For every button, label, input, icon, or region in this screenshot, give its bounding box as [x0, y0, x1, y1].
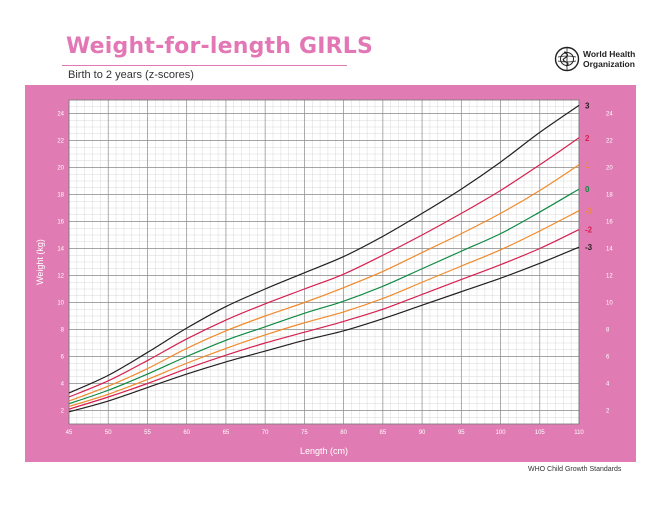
- zscore-label-minus-1: -1: [585, 207, 593, 216]
- zscore-line-minus-2: [68, 229, 580, 410]
- title-rule: [62, 65, 347, 66]
- y-tick-label-right: 2: [606, 409, 610, 415]
- plot-border: [68, 99, 580, 425]
- y-tick-label-right: 6: [606, 355, 610, 361]
- x-tick-label: 85: [380, 430, 387, 436]
- x-tick-label: 100: [496, 430, 507, 436]
- x-tick-label: 80: [340, 430, 347, 436]
- zscore-label-minus-2: -2: [585, 226, 593, 235]
- y-tick-label-left: 4: [61, 382, 65, 388]
- y-tick-label-left: 20: [57, 166, 64, 172]
- zscore-label-3: 3: [585, 101, 590, 110]
- org-name-line1: World Health: [583, 49, 636, 59]
- y-tick-label-left: 8: [61, 328, 65, 334]
- page-subtitle: Birth to 2 years (z-scores): [68, 69, 194, 81]
- x-tick-label: 95: [458, 430, 465, 436]
- x-axis-label: Length (cm): [300, 446, 348, 456]
- y-tick-label-right: 18: [606, 193, 613, 199]
- who-emblem-icon: [554, 46, 580, 72]
- zscore-label-0: 0: [585, 185, 590, 194]
- x-tick-label: 70: [262, 430, 269, 436]
- zscore-line-1: [68, 164, 580, 402]
- org-name-line2: Organization: [583, 59, 635, 69]
- zscore-label-minus-3: -3: [585, 243, 593, 252]
- y-tick-label-left: 22: [57, 139, 64, 145]
- y-tick-label-right: 24: [606, 112, 613, 118]
- x-tick-label: 90: [419, 430, 426, 436]
- zscore-label-2: 2: [585, 134, 590, 143]
- x-tick-label: 110: [574, 430, 584, 436]
- zscore-line-3: [68, 104, 580, 394]
- y-tick-label-right: 14: [606, 247, 613, 253]
- zscore-line-minus-1: [68, 210, 580, 408]
- y-tick-label-right: 4: [606, 382, 610, 388]
- x-tick-label: 45: [66, 430, 73, 436]
- y-tick-label-right: 12: [606, 274, 613, 280]
- y-tick-label-right: 22: [606, 139, 613, 145]
- y-tick-label-left: 12: [57, 274, 64, 280]
- y-tick-label-right: 8: [606, 328, 610, 334]
- x-tick-label: 50: [105, 430, 112, 436]
- x-tick-label: 65: [223, 430, 230, 436]
- x-tick-label: 105: [535, 430, 546, 436]
- x-tick-label: 75: [301, 430, 308, 436]
- zscore-label-1: 1: [585, 161, 590, 170]
- footer-source: WHO Child Growth Standards: [528, 466, 622, 473]
- page-title: Weight-for-length GIRLS: [66, 34, 374, 59]
- y-tick-label-left: 10: [57, 301, 64, 307]
- y-tick-label-left: 18: [57, 193, 64, 199]
- y-tick-label-left: 14: [57, 247, 64, 253]
- x-tick-label: 55: [144, 430, 151, 436]
- y-tick-label-left: 24: [57, 112, 64, 118]
- y-tick-label-left: 6: [61, 355, 65, 361]
- zscore-line-2: [68, 137, 580, 398]
- zscore-line-0: [68, 188, 580, 405]
- y-tick-label-left: 16: [57, 220, 64, 226]
- y-axis-label: Weight (kg): [35, 239, 45, 285]
- y-tick-label-left: 2: [61, 409, 65, 415]
- x-tick-label: 60: [183, 430, 190, 436]
- y-tick-label-right: 10: [606, 301, 613, 307]
- who-logo: World Health Organization: [554, 46, 636, 74]
- y-tick-label-right: 16: [606, 220, 613, 226]
- y-tick-label-right: 20: [606, 166, 613, 172]
- zscore-line-minus-3: [68, 246, 580, 413]
